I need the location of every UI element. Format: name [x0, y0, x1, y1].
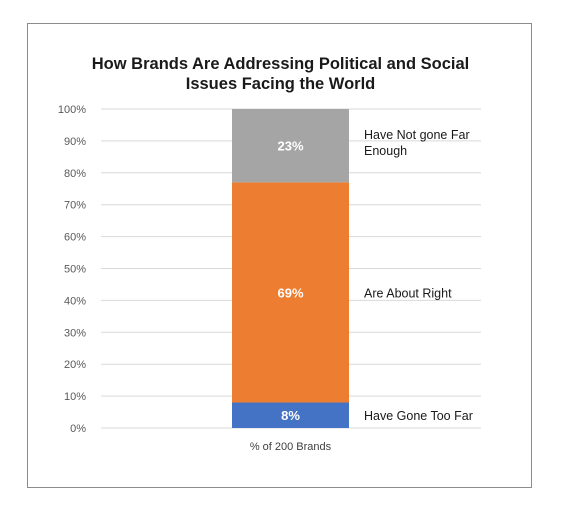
- y-tick-label-40: 40%: [64, 295, 86, 307]
- y-tick-label-100: 100%: [58, 104, 86, 116]
- data-label-0: 8%: [281, 408, 300, 423]
- series-label-2-line-1: Enough: [364, 144, 407, 158]
- y-axis-ticks: 0% 10% 20% 30% 40% 50% 60% 70% 80% 90% 100%: [58, 104, 86, 435]
- x-axis-categories: % of 200 Brands: [250, 441, 332, 453]
- y-tick-label-10: 10%: [64, 391, 86, 403]
- y-tick-label-80: 80%: [64, 168, 86, 180]
- data-label-2: 23%: [277, 139, 303, 154]
- series-label-2-line-0: Have Not gone Far: [364, 128, 470, 142]
- y-tick-label-90: 90%: [64, 136, 86, 148]
- y-tick-label-50: 50%: [64, 264, 86, 276]
- series-label-1-line-0: Are About Right: [364, 286, 452, 300]
- y-tick-label-0: 0%: [70, 423, 86, 435]
- chart-title-line-2: Issues Facing the World: [185, 75, 376, 93]
- series-labels: Have Gone Too Far Are About Right Have Not…: [364, 128, 473, 423]
- category-label-0: % of 200 Brands: [250, 441, 332, 453]
- bar-segment-1: [232, 182, 349, 403]
- y-tick-label-20: 20%: [64, 359, 86, 371]
- y-tick-label-70: 70%: [64, 200, 86, 212]
- series-label-0-line-0: Have Gone Too Far: [364, 409, 473, 423]
- data-label-1: 69%: [277, 285, 303, 300]
- y-tick-label-30: 30%: [64, 327, 86, 339]
- chart-title-line-1: How Brands Are Addressing Political and …: [91, 55, 470, 73]
- stacked-bar: [232, 109, 349, 428]
- chart-plot: 0% 10% 20% 30% 40% 50% 60% 70% 80% 90% 100% 8% 69% 2…: [58, 104, 481, 453]
- bar-segment-2: [232, 109, 349, 183]
- chart-frame: How Brands Are Addressing Political and …: [27, 23, 532, 488]
- y-tick-label-60: 60%: [64, 232, 86, 244]
- bar-segment-0: [232, 402, 349, 428]
- chart-title: How Brands Are Addressing Political and …: [28, 54, 533, 94]
- data-labels: 8% 69% 23%: [277, 139, 303, 424]
